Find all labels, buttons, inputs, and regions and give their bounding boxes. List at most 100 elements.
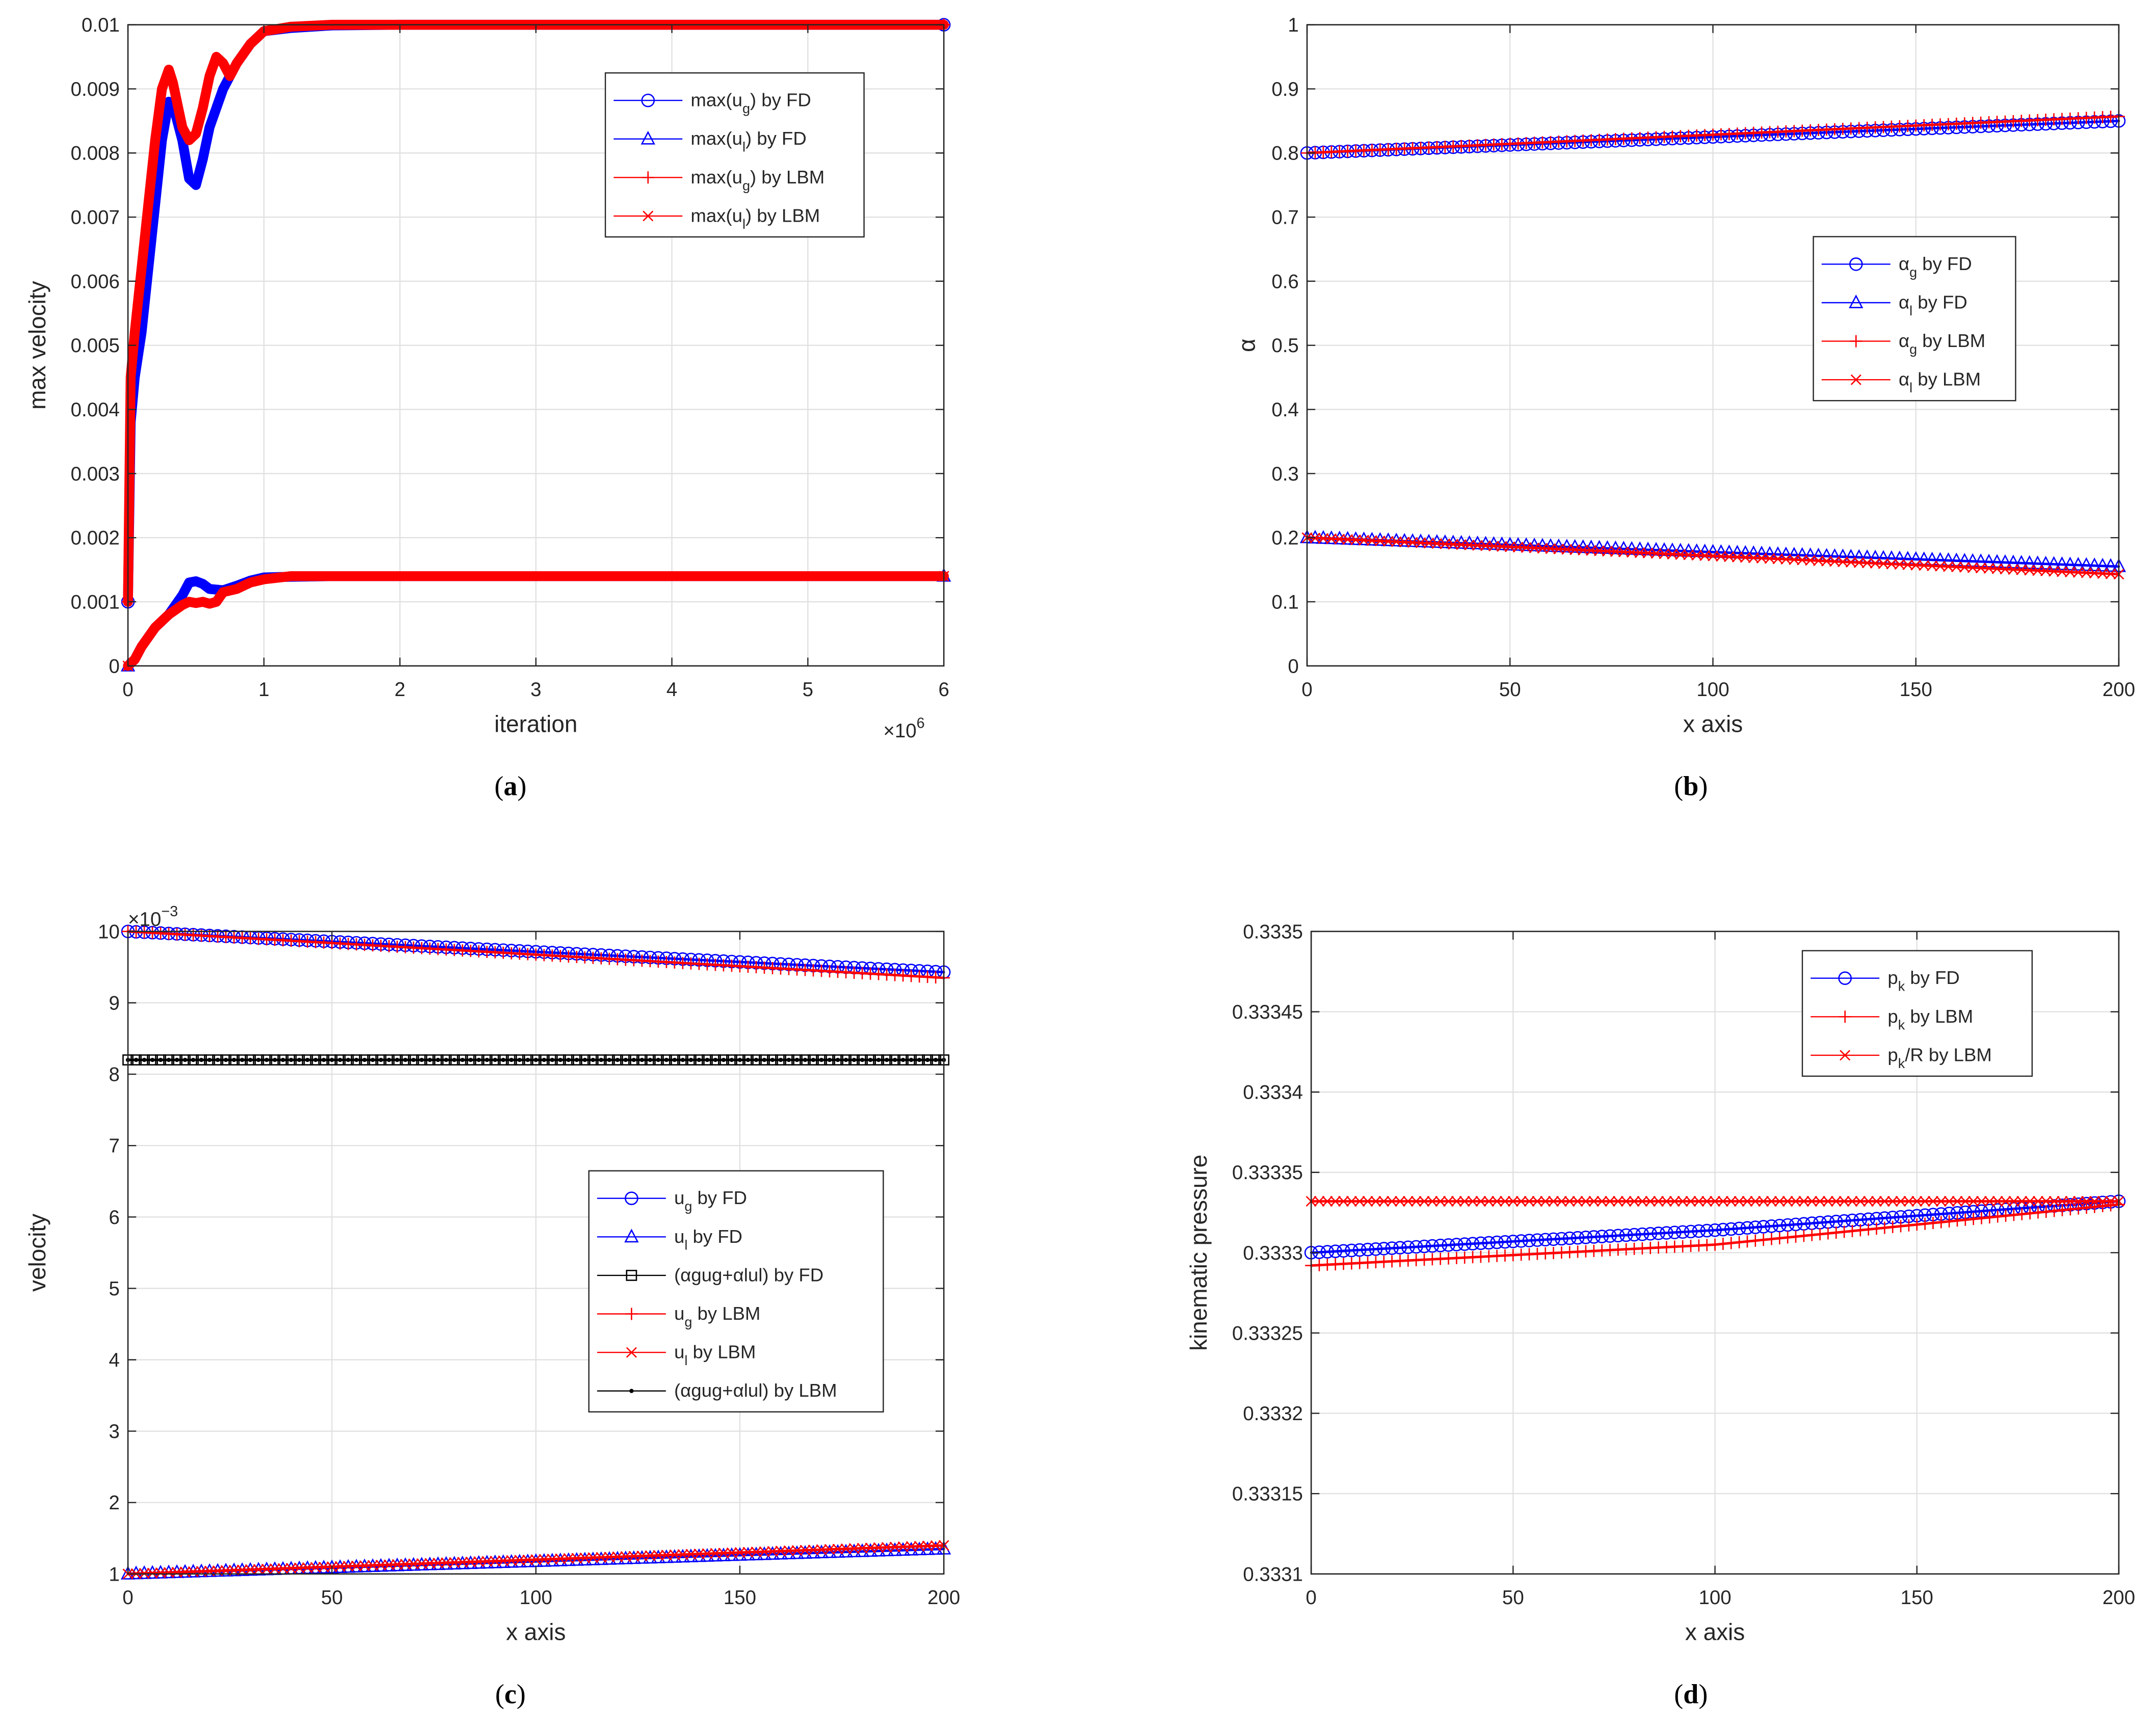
data-point bbox=[1862, 1223, 1875, 1236]
data-point bbox=[1863, 1195, 1874, 1207]
data-point bbox=[550, 1057, 554, 1062]
chart-c: 0 50 100 150 200 1 2 3 4 5 6 7 8 9 10 x axis velocity ×10… bbox=[24, 903, 960, 1709]
data-point bbox=[322, 1057, 326, 1062]
data-point bbox=[697, 1057, 702, 1062]
data-point bbox=[1983, 1211, 1996, 1223]
data-point bbox=[1358, 535, 1370, 546]
data-point bbox=[1579, 1231, 1593, 1244]
data-point bbox=[2064, 567, 2075, 578]
y-tick-label: 0.009 bbox=[71, 78, 120, 100]
y-axis-label: kinematic pressure bbox=[1185, 1155, 1212, 1351]
data-point bbox=[1448, 539, 1459, 550]
legend-marker bbox=[1850, 374, 1861, 385]
legend-label: max(ul) by LBM bbox=[690, 205, 820, 232]
data-point bbox=[1482, 1236, 1496, 1250]
data-point bbox=[680, 1057, 685, 1062]
data-point bbox=[832, 1543, 843, 1555]
data-point bbox=[236, 1564, 248, 1576]
data-point bbox=[860, 1057, 865, 1062]
data-point bbox=[2105, 1195, 2116, 1207]
data-point bbox=[490, 1556, 501, 1567]
data-point bbox=[1935, 1216, 1948, 1229]
series-line-2 bbox=[1306, 536, 2120, 568]
data-point bbox=[1780, 1218, 1795, 1232]
data-point bbox=[2032, 565, 2043, 576]
data-point bbox=[2024, 565, 2035, 576]
data-point bbox=[1338, 1195, 1349, 1207]
data-point bbox=[667, 1549, 682, 1563]
data-point bbox=[1562, 1231, 1577, 1245]
data-point bbox=[599, 1057, 603, 1062]
data-point bbox=[1886, 558, 1897, 570]
legend-marker bbox=[626, 1347, 637, 1358]
data-point bbox=[1457, 1237, 1472, 1251]
x-tick-label: 0 bbox=[122, 1587, 133, 1609]
data-point bbox=[1894, 558, 1905, 570]
data-point bbox=[1669, 1195, 1680, 1207]
data-point bbox=[1847, 1195, 1858, 1207]
legend-label: αg by LBM bbox=[1899, 330, 1985, 357]
data-point bbox=[1855, 1195, 1866, 1207]
data-point bbox=[906, 1541, 917, 1552]
data-point bbox=[1587, 1230, 1601, 1244]
data-point bbox=[1328, 1244, 1342, 1259]
x-tick-label: 6 bbox=[938, 679, 949, 701]
x-tick-label: 150 bbox=[1900, 679, 1932, 701]
data-point bbox=[269, 1563, 280, 1575]
data-point bbox=[1822, 1195, 1833, 1207]
data-point bbox=[1652, 1227, 1665, 1240]
data-point bbox=[675, 1549, 690, 1563]
legend-marker bbox=[625, 1191, 638, 1205]
data-point bbox=[1413, 534, 1428, 547]
data-point bbox=[876, 1057, 881, 1062]
data-point bbox=[383, 1559, 394, 1570]
legend-label: max(ug) by LBM bbox=[690, 167, 824, 194]
data-point bbox=[933, 1057, 938, 1062]
data-point bbox=[819, 1057, 824, 1062]
data-point bbox=[1870, 557, 1881, 569]
data-point bbox=[342, 1561, 354, 1572]
data-point bbox=[1595, 1230, 1609, 1243]
data-point bbox=[1927, 560, 1938, 571]
chart-b: 0 50 100 150 200 0 0.1 0.2 0.3 0.4 0.5 0.6 0.7 0.8 0.9… bbox=[1233, 14, 2135, 802]
data-point bbox=[1653, 1195, 1664, 1207]
data-point bbox=[468, 1057, 473, 1062]
data-point bbox=[1724, 1222, 1738, 1236]
legend-label: pk by FD bbox=[1887, 967, 1959, 994]
y-axis-label: max velocity bbox=[24, 281, 50, 410]
data-point bbox=[1366, 535, 1377, 546]
legend-marker bbox=[1839, 1010, 1851, 1023]
data-point bbox=[473, 1556, 485, 1567]
data-point bbox=[917, 1057, 922, 1062]
data-point bbox=[1627, 1228, 1641, 1242]
data-point bbox=[1773, 1218, 1787, 1233]
data-point bbox=[781, 1546, 796, 1559]
y-tick-label: 0.3333 bbox=[1243, 1242, 1303, 1264]
data-point bbox=[1839, 1195, 1850, 1207]
data-point bbox=[669, 1549, 680, 1560]
data-point bbox=[1492, 1195, 1503, 1207]
data-point bbox=[1878, 558, 1889, 569]
data-point bbox=[2032, 1195, 2044, 1207]
data-point bbox=[800, 1544, 811, 1556]
data-point bbox=[2089, 568, 2100, 579]
x-tick-label: 50 bbox=[1502, 1587, 1524, 1609]
data-point bbox=[713, 1057, 718, 1062]
data-point bbox=[922, 1540, 933, 1552]
data-point bbox=[1483, 1195, 1495, 1207]
x-tick-label: 200 bbox=[927, 1587, 960, 1609]
data-point bbox=[1845, 556, 1856, 568]
data-point bbox=[1984, 1195, 1995, 1207]
data-point bbox=[778, 1057, 783, 1062]
data-point bbox=[1320, 1245, 1335, 1259]
data-point bbox=[1707, 550, 1719, 562]
data-point bbox=[897, 1541, 909, 1553]
data-point bbox=[604, 1552, 615, 1563]
legend-label: (αgug+αlul) by LBM bbox=[674, 1380, 837, 1401]
data-point bbox=[2016, 1195, 2028, 1207]
data-point bbox=[1530, 1233, 1545, 1247]
data-point bbox=[783, 1545, 794, 1556]
data-point bbox=[1661, 1195, 1672, 1207]
legend-label: αg by FD bbox=[1899, 253, 1972, 280]
data-point bbox=[2000, 1195, 2011, 1207]
